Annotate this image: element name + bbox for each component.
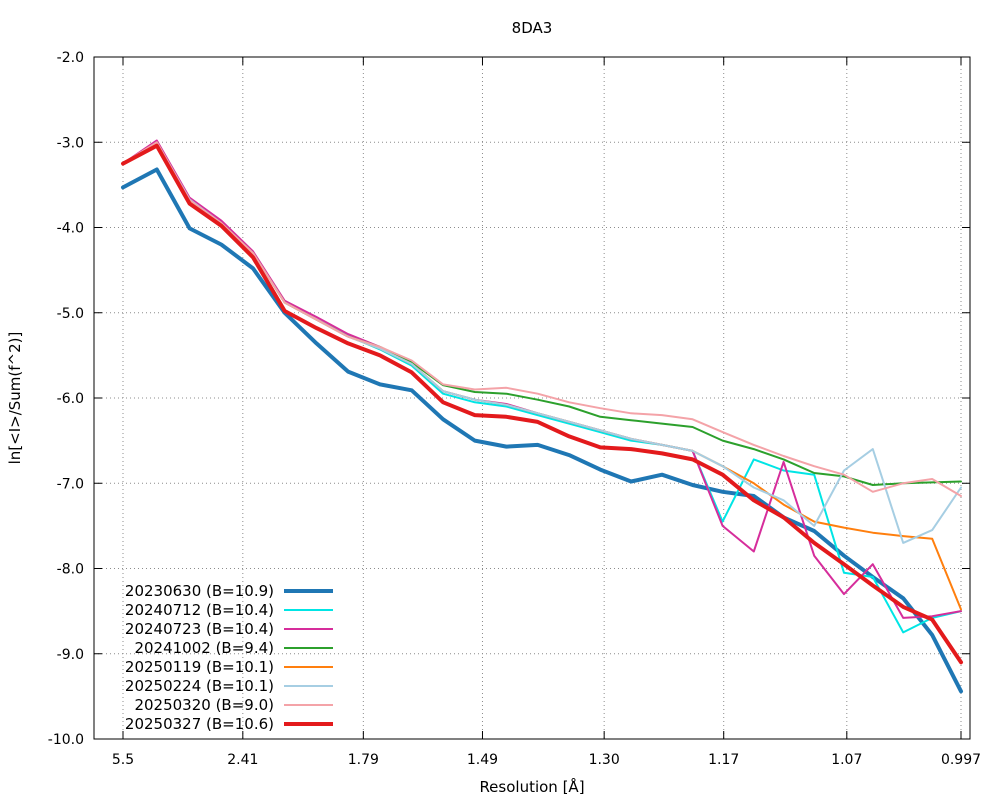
plot-frame xyxy=(93,56,971,740)
axes: 5.5 2.41 1.79 1.49 1.30 1.17 1.07 0.997 -2.0 -3.0… xyxy=(48,50,981,768)
y-tick-label-4: -6.0 xyxy=(57,391,84,407)
legend-label-6: 20250320 (B=9.0) xyxy=(134,696,274,714)
series-line-0 xyxy=(121,167,963,694)
x-tick-label-1: 2.41 xyxy=(227,752,258,768)
series-line-3 xyxy=(122,143,962,486)
y-tick-label-5: -7.0 xyxy=(57,476,84,492)
x-tick-label-6: 1.07 xyxy=(831,752,862,768)
series-line-7 xyxy=(121,143,963,665)
series-lines xyxy=(121,139,963,694)
y-tick-label-3: -5.0 xyxy=(57,306,84,322)
x-tick-label-7: 0.997 xyxy=(941,752,981,768)
x-tick-label-2: 1.79 xyxy=(348,752,379,768)
series-line-4 xyxy=(122,141,962,611)
grid xyxy=(94,57,970,739)
x-tick-label-4: 1.30 xyxy=(589,752,620,768)
legend-label-3: 20241002 (B=9.4) xyxy=(134,639,274,657)
legend-label-1: 20240712 (B=10.4) xyxy=(125,601,274,619)
y-tick-label-8: -10.0 xyxy=(48,732,84,748)
chart-title: 8DA3 xyxy=(512,19,553,37)
y-tick-label-6: -8.0 xyxy=(57,562,84,578)
y-axis-label: ln[<I>/Sum(f^2)] xyxy=(6,332,24,465)
legend-label-7: 20250327 (B=10.6) xyxy=(125,715,274,733)
y-tick-label-1: -3.0 xyxy=(57,135,84,151)
series-line-6 xyxy=(122,141,962,497)
legend-label-0: 20230630 (B=10.9) xyxy=(125,582,274,600)
legend: 20230630 (B=10.9)20240712 (B=10.4)202407… xyxy=(125,582,333,733)
y-tick-label-7: -9.0 xyxy=(57,647,84,663)
y-tick-label-2: -4.0 xyxy=(57,221,84,237)
x-tick-label-5: 1.17 xyxy=(708,752,739,768)
legend-label-5: 20250224 (B=10.1) xyxy=(125,677,274,695)
x-tick-label-3: 1.49 xyxy=(467,752,498,768)
x-axis-label: Resolution [Å] xyxy=(479,777,584,796)
y-tick-label-0: -2.0 xyxy=(57,50,84,66)
legend-label-2: 20240723 (B=10.4) xyxy=(125,620,274,638)
legend-label-4: 20250119 (B=10.1) xyxy=(125,658,274,676)
x-tick-label-0: 5.5 xyxy=(112,752,134,768)
